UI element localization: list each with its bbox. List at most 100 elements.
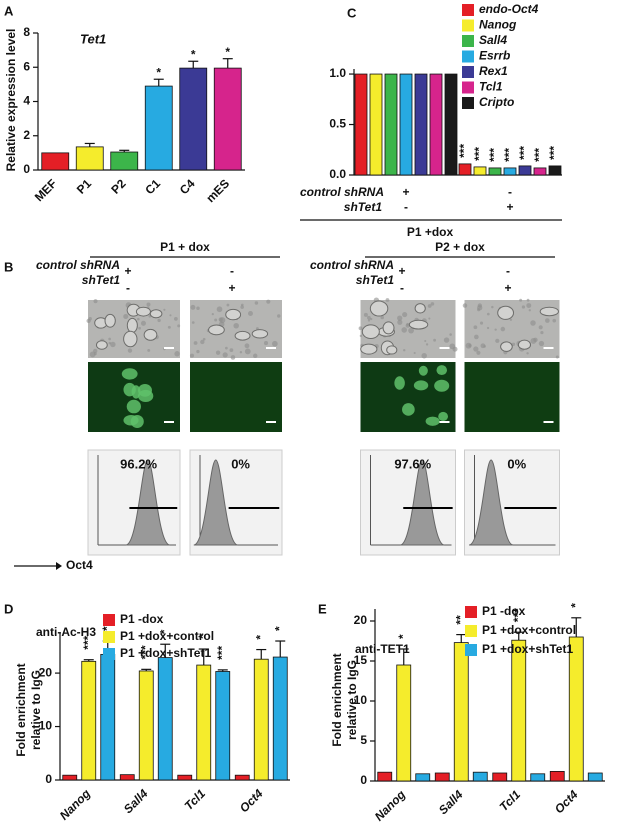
error-bar	[160, 643, 171, 658]
group-title: P2 + dox	[435, 240, 485, 254]
cell-texture	[216, 306, 223, 313]
cell-texture	[167, 325, 171, 329]
cell-texture	[385, 298, 390, 302]
panel-label: E	[318, 601, 327, 616]
cell-texture	[495, 338, 500, 343]
condition-sign: +	[398, 264, 405, 278]
flow-peak	[468, 459, 514, 546]
cell-texture	[380, 315, 385, 320]
row-label: shTet1	[344, 200, 383, 214]
cell-texture	[486, 312, 490, 316]
cell-texture	[177, 324, 181, 328]
condition-sign: +	[228, 281, 235, 295]
gfp-colony	[418, 365, 428, 376]
bar	[518, 165, 532, 176]
condition-sign: -	[506, 264, 510, 278]
cell-texture	[413, 351, 416, 355]
gfp-colony	[436, 365, 448, 376]
chart-title: anti-TET1	[355, 642, 410, 656]
error-bar	[84, 142, 95, 147]
legend-swatch	[465, 644, 477, 656]
legend-label: P1 +dox+control	[120, 629, 214, 643]
cell-texture	[397, 315, 403, 321]
bar	[354, 73, 368, 176]
cell-texture	[519, 298, 523, 302]
cell-texture	[157, 318, 161, 323]
arrow-head	[56, 562, 62, 570]
legend-swatch	[103, 614, 115, 626]
condition-sign: +	[504, 281, 511, 295]
bar	[488, 167, 502, 176]
cell-texture	[430, 302, 435, 306]
colony	[123, 330, 138, 348]
cell-texture	[509, 318, 513, 321]
bar	[110, 151, 139, 171]
cell-texture	[538, 340, 545, 347]
cell-texture	[402, 312, 408, 318]
bar	[414, 73, 428, 176]
bar	[100, 653, 116, 781]
gfp-colony	[126, 399, 141, 414]
row-label: shTet1	[82, 273, 121, 287]
cell-texture	[479, 321, 484, 325]
cell-texture	[93, 352, 97, 356]
cell-texture	[196, 306, 200, 310]
bar	[472, 771, 488, 782]
significance: *	[253, 635, 267, 640]
legend-label: Tcl1	[479, 80, 503, 94]
significance: ***	[502, 148, 516, 162]
error-bar	[83, 659, 94, 662]
row-sign: -	[404, 200, 408, 214]
colony	[360, 343, 378, 355]
colony	[517, 339, 532, 350]
cell-texture	[538, 325, 543, 330]
panel-label: A	[4, 3, 14, 18]
cell-texture	[526, 298, 530, 302]
y-axis-label: Relative expression level	[4, 29, 18, 172]
error-bar	[188, 60, 199, 69]
colony	[382, 321, 395, 335]
gfp-colony	[438, 411, 449, 421]
y-tick-label: 0.0	[329, 167, 346, 181]
legend-label: Cripto	[479, 95, 514, 109]
flow-peak	[400, 459, 445, 546]
significance: *	[196, 634, 210, 639]
cell-texture	[545, 318, 550, 323]
cell-texture	[521, 305, 526, 309]
gfp-colony	[413, 380, 429, 391]
error-bar	[222, 58, 233, 69]
bar	[41, 152, 70, 171]
cell-texture	[190, 304, 196, 310]
error-bar	[119, 149, 130, 153]
error-bar	[256, 648, 267, 660]
cell-texture	[86, 318, 91, 324]
cell-texture	[363, 312, 368, 317]
cell-texture	[528, 309, 531, 312]
bar	[119, 774, 135, 781]
gate-percent: 97.6%	[394, 456, 431, 471]
row-label: shTet1	[356, 273, 395, 287]
y-tick-label: 0	[360, 773, 367, 787]
legend-label: P1 +dox+shTet1	[120, 646, 211, 660]
significance: **	[453, 615, 467, 625]
cell-texture	[108, 337, 111, 341]
gfp-colony	[434, 379, 450, 392]
bar	[549, 771, 565, 782]
cell-texture	[173, 316, 178, 321]
cell-texture	[93, 299, 98, 304]
fluorescence-image	[464, 362, 560, 432]
cell-texture	[530, 337, 537, 344]
y-tick-label: 20	[39, 665, 53, 679]
cell-texture	[428, 317, 431, 320]
bar	[434, 772, 450, 782]
row-sign: -	[508, 185, 512, 199]
error-bar	[141, 668, 152, 671]
cell-texture	[272, 340, 278, 347]
bar	[179, 67, 208, 171]
significance: *	[225, 45, 230, 59]
gfp-colony	[130, 414, 144, 428]
gfp-colony	[121, 368, 138, 380]
bar	[396, 664, 412, 782]
legend-swatch	[462, 97, 474, 109]
cell-texture	[494, 328, 497, 331]
